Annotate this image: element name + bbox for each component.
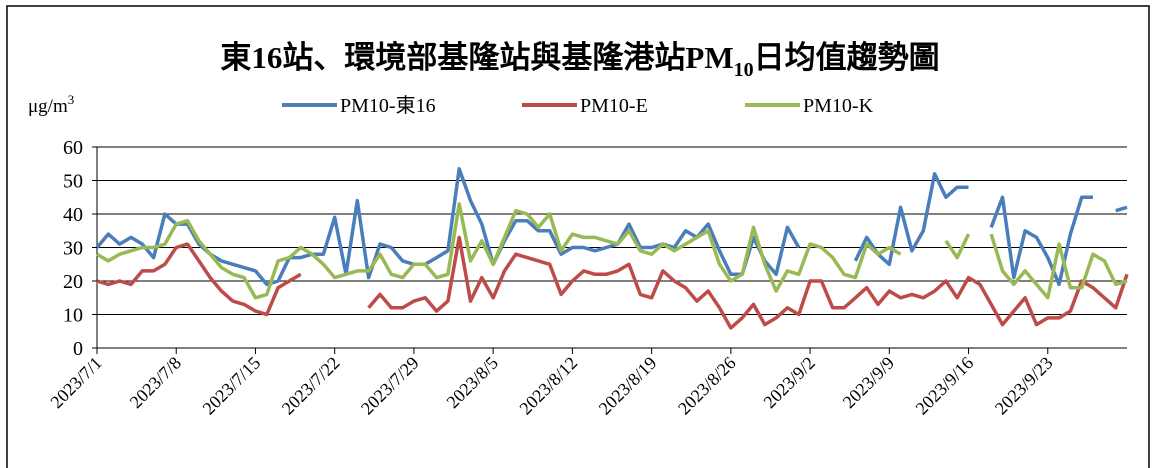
legend-label: PM10-K [803, 95, 874, 117]
y-tick-label: 40 [63, 204, 83, 226]
y-tick-label: 60 [63, 137, 83, 159]
series-line [96, 202, 1128, 300]
y-label-part: μg/m [28, 96, 68, 117]
series-line [95, 167, 1128, 287]
series-line [96, 235, 1129, 330]
y-tick-label: 20 [63, 271, 83, 293]
y-axis-label: μg/m3 [28, 92, 74, 117]
chart-title: 東16站、環境部基隆站與基隆港站PM10日均值趨勢圖 [220, 40, 939, 81]
y-tick-label: 50 [63, 171, 83, 193]
y-tick-label: 10 [63, 305, 83, 327]
y-label-sup: 3 [68, 92, 75, 107]
y-tick-label: 30 [63, 238, 83, 260]
y-tick-label: 0 [73, 338, 83, 360]
legend-label: PM10-東16 [340, 94, 436, 117]
legend-label: PM10-E [580, 95, 648, 117]
title-sub: 10 [734, 59, 754, 81]
title-part: 東16站、環境部基隆站與基隆港站PM [220, 40, 733, 75]
title-part: 日均值趨勢圖 [754, 40, 940, 75]
